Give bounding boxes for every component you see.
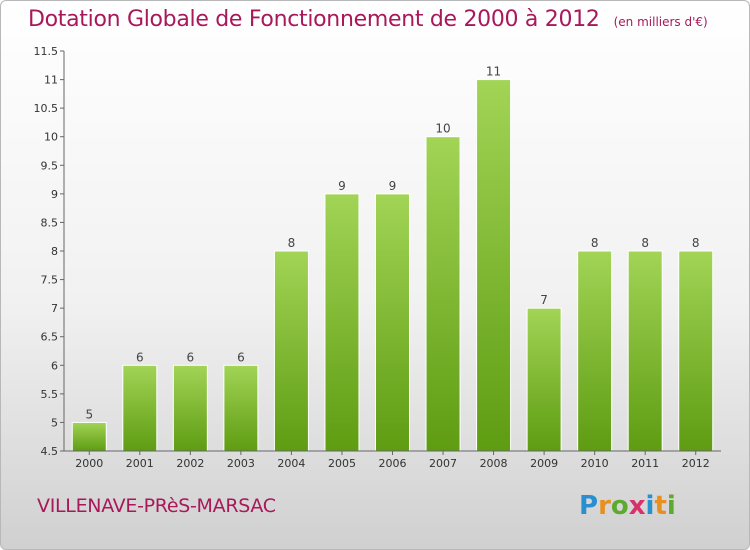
bars-layer bbox=[71, 79, 714, 452]
data-label-2009: 7 bbox=[540, 293, 548, 307]
commune-name: VILLENAVE-PRèS-MARSAC bbox=[37, 495, 276, 517]
logo-letter: i bbox=[666, 491, 676, 521]
bar-2002 bbox=[172, 364, 208, 452]
y-tick-label: 10.5 bbox=[34, 102, 59, 115]
bar-2008 bbox=[476, 79, 512, 452]
x-tick-label-2010: 2010 bbox=[581, 457, 609, 470]
bar-2011 bbox=[627, 250, 663, 452]
y-tick-label: 9 bbox=[51, 188, 58, 201]
y-tick-label: 7.5 bbox=[41, 274, 59, 287]
logo-letter: i bbox=[645, 491, 655, 521]
y-tick-label: 5.5 bbox=[41, 388, 59, 401]
data-label-2004: 8 bbox=[288, 236, 296, 250]
data-label-2006: 9 bbox=[389, 179, 397, 193]
x-tick-label-2004: 2004 bbox=[277, 457, 305, 470]
proxiti-logo: Proxiti bbox=[579, 491, 676, 521]
data-label-2002: 6 bbox=[187, 350, 195, 364]
x-tick-label-2003: 2003 bbox=[227, 457, 255, 470]
logo-letter: o bbox=[610, 491, 629, 521]
data-label-2012: 8 bbox=[692, 236, 700, 250]
logo-letter: x bbox=[628, 491, 646, 521]
data-label-2008: 11 bbox=[486, 65, 501, 79]
bar-2003 bbox=[223, 364, 259, 452]
y-tick-label: 8 bbox=[51, 245, 58, 258]
logo-letter: r bbox=[598, 491, 611, 521]
data-label-2000: 5 bbox=[85, 407, 93, 421]
axes-layer: 4.5 5 5.5 6 6.5 7 7.5 8 8.5 9 9.5 10 10.5 11 11.5 5 2000… bbox=[34, 45, 721, 470]
x-tick-label-2002: 2002 bbox=[176, 457, 204, 470]
data-label-2010: 8 bbox=[591, 236, 599, 250]
y-tick-label: 7 bbox=[51, 302, 58, 315]
x-tick-label-2011: 2011 bbox=[631, 457, 659, 470]
y-tick-label: 9.5 bbox=[41, 159, 59, 172]
logo-letter: t bbox=[654, 491, 667, 521]
chart-subtitle: (en milliers d'€) bbox=[613, 15, 708, 29]
bar-2010 bbox=[577, 250, 613, 452]
bar-2012 bbox=[678, 250, 714, 452]
bar-2005 bbox=[324, 193, 360, 452]
bar-2007 bbox=[425, 136, 461, 452]
bar-2000 bbox=[71, 421, 107, 452]
y-tick-label: 10 bbox=[44, 131, 58, 144]
x-tick-label-2007: 2007 bbox=[429, 457, 457, 470]
bar-2006 bbox=[375, 193, 410, 452]
y-tick-label: 6.5 bbox=[41, 331, 59, 344]
data-label-2011: 8 bbox=[641, 236, 649, 250]
data-label-2005: 9 bbox=[338, 179, 346, 193]
x-tick-label-2000: 2000 bbox=[75, 457, 103, 470]
chart-title-text: Dotation Globale de Fonctionnement de 20… bbox=[28, 7, 600, 32]
y-tick-label: 4.5 bbox=[41, 445, 59, 458]
bar-2001 bbox=[122, 364, 158, 452]
data-label-2001: 6 bbox=[136, 350, 144, 364]
logo-letter: P bbox=[579, 491, 599, 521]
bar-2004 bbox=[273, 250, 309, 452]
bar-2009 bbox=[526, 307, 562, 452]
y-tick-label: 5 bbox=[51, 416, 58, 429]
y-tick-label: 11 bbox=[44, 74, 58, 87]
data-label-2003: 6 bbox=[237, 350, 245, 364]
x-tick-label-2006: 2006 bbox=[379, 457, 407, 470]
x-tick-label-2001: 2001 bbox=[126, 457, 154, 470]
x-tick-label-2008: 2008 bbox=[480, 457, 508, 470]
y-tick-label: 6 bbox=[51, 359, 58, 372]
chart-title: Dotation Globale de Fonctionnement de 20… bbox=[28, 7, 708, 32]
x-tick-label-2005: 2005 bbox=[328, 457, 356, 470]
y-tick-label: 11.5 bbox=[34, 45, 59, 58]
data-label-2007: 10 bbox=[435, 122, 450, 136]
y-tick-label: 8.5 bbox=[41, 216, 59, 229]
x-tick-label-2009: 2009 bbox=[530, 457, 558, 470]
x-tick-label-2012: 2012 bbox=[682, 457, 710, 470]
